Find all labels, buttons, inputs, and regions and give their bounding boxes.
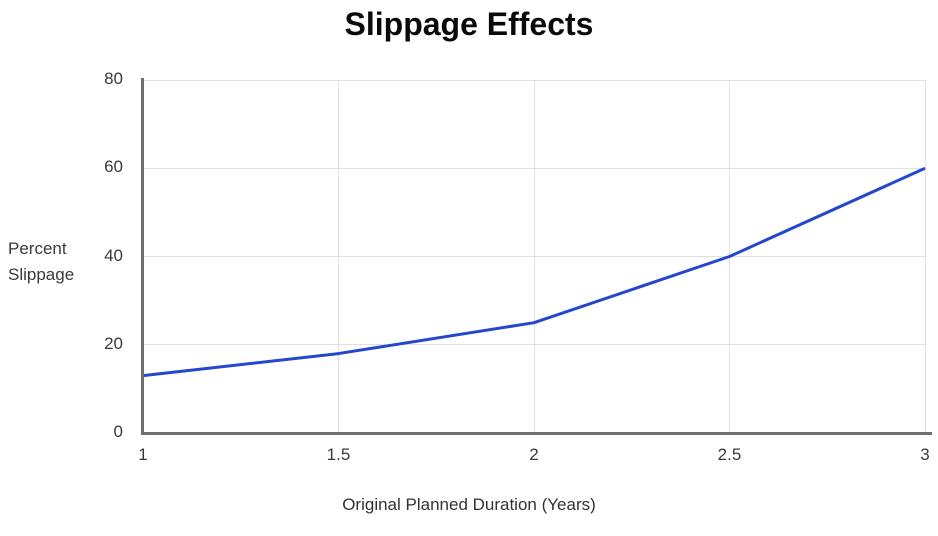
v-gridline <box>924 80 926 433</box>
x-tick-label: 2.5 <box>717 445 742 464</box>
y-tick-label: 0 <box>113 422 123 441</box>
x-tick-label: 1.5 <box>326 445 351 464</box>
plot-area <box>141 78 932 435</box>
series-line <box>142 166 926 378</box>
line-series-svg <box>142 166 926 378</box>
x-tick-label: 2 <box>529 445 539 464</box>
v-gridline <box>338 80 339 433</box>
x-tick-label: 1 <box>138 445 148 464</box>
y-tick-label: 20 <box>104 333 123 353</box>
y-tick-label: 80 <box>104 69 123 88</box>
chart-title: Slippage Effects <box>344 6 594 42</box>
y-axis-line <box>141 78 144 433</box>
y-tick-label: 60 <box>104 157 123 177</box>
x-tick-label: 3 <box>920 445 930 464</box>
x-axis-line <box>141 432 932 435</box>
v-gridline <box>533 80 535 433</box>
x-axis-title: Original Planned Duration (Years) <box>342 495 596 514</box>
y-tick-label: 40 <box>104 245 123 265</box>
y-axis-title: Percent Slippage <box>8 239 75 284</box>
